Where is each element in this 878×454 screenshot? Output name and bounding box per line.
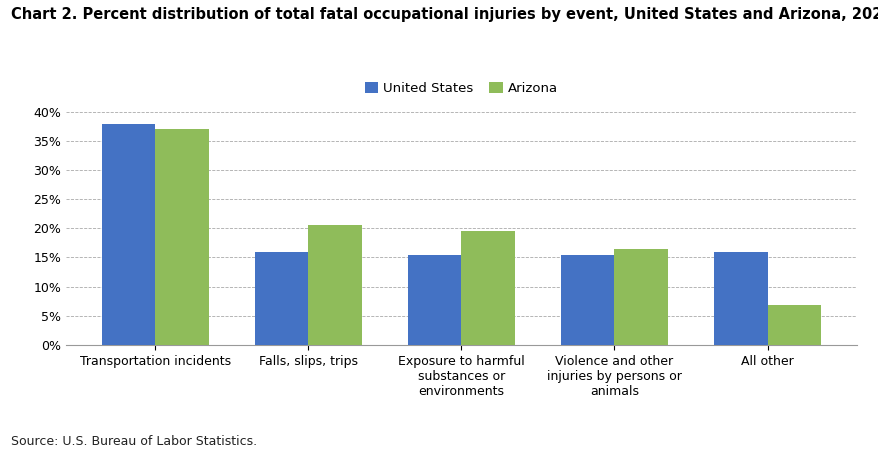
Bar — [461, 231, 515, 345]
Bar — [766, 306, 820, 345]
Bar — [560, 255, 614, 345]
Text: Chart 2. Percent distribution of total fatal occupational injuries by event, Uni: Chart 2. Percent distribution of total f… — [11, 7, 878, 22]
Text: Source: U.S. Bureau of Labor Statistics.: Source: U.S. Bureau of Labor Statistics. — [11, 435, 256, 448]
Bar — [614, 249, 667, 345]
Bar — [102, 124, 155, 345]
Bar — [407, 255, 461, 345]
Bar — [308, 225, 362, 345]
Bar — [255, 252, 308, 345]
Bar — [155, 129, 209, 345]
Bar — [713, 252, 766, 345]
Legend: United States, Arizona: United States, Arizona — [359, 77, 563, 101]
